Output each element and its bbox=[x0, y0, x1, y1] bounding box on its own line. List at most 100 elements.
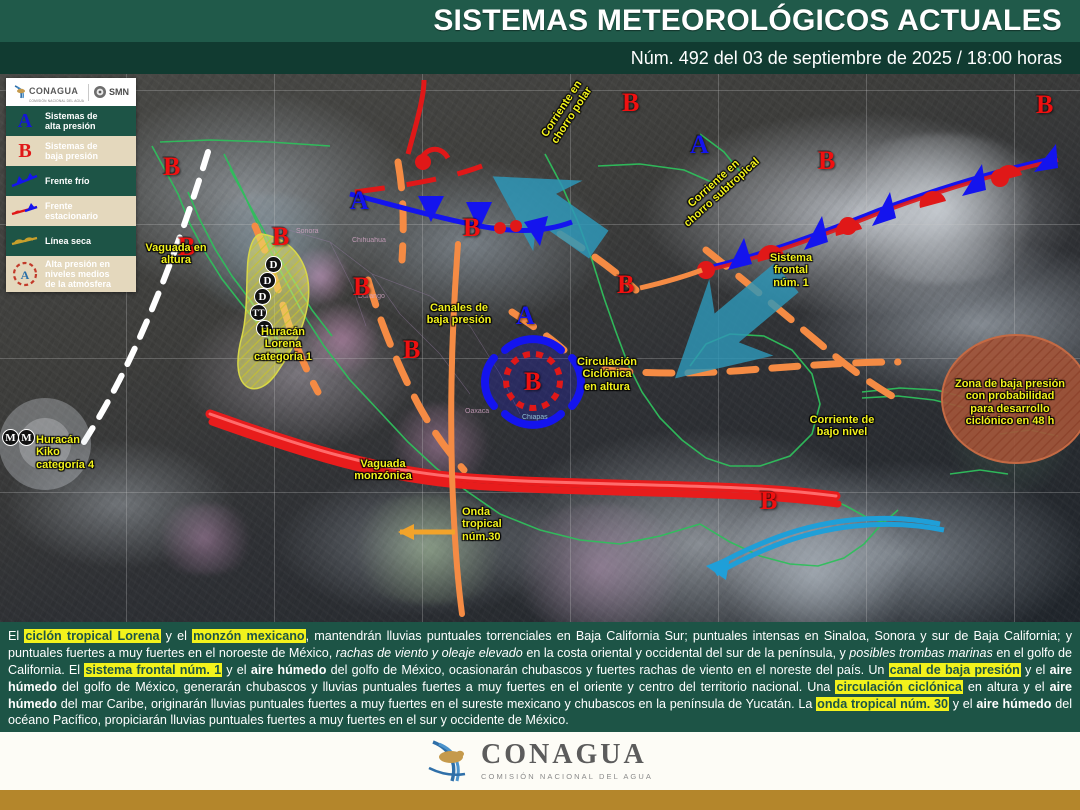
bulletin-highlight: sistema frontal núm. 1 bbox=[84, 662, 223, 677]
bulletin-text: , mantendrán lluvias puntuales torrencia… bbox=[8, 629, 1072, 660]
low-pressure-symbol: B bbox=[818, 146, 836, 175]
legend-label-high-pressure: Sistemas de alta presión bbox=[45, 110, 98, 131]
low-pressure-symbol: B bbox=[272, 222, 290, 251]
legend-label-dry-line: Línea seca bbox=[45, 235, 92, 246]
monsoon-trough-path bbox=[205, 409, 842, 508]
cloud-blob bbox=[300, 304, 385, 374]
legend-item-low-pressure[interactable]: B Sistemas de baja presión bbox=[6, 136, 136, 166]
bulletin-text: del golfo de México, generarán chubascos… bbox=[56, 679, 836, 694]
bulletin-text: y el bbox=[949, 696, 977, 711]
low-pressure-symbol: B bbox=[353, 272, 371, 301]
bulletin-highlight: onda tropical núm. 30 bbox=[816, 696, 950, 711]
legend-label-stationary-front: Frente estacionario bbox=[45, 200, 99, 221]
track-marker-depression: D bbox=[259, 272, 276, 289]
cloud-blob bbox=[340, 494, 520, 604]
tropical-wave-path bbox=[398, 241, 465, 617]
footer-accent-bar bbox=[0, 790, 1080, 810]
low-pressure-symbol: B bbox=[617, 270, 635, 299]
footer-conagua-logo: CONAGUA COMISIÓN NACIONAL DEL AGUA bbox=[427, 738, 653, 784]
dry-line-icon bbox=[10, 233, 40, 249]
smn-emblem-icon bbox=[94, 86, 107, 98]
low-pressure-symbol: B bbox=[163, 152, 181, 181]
lorena-forecast-cone bbox=[237, 233, 310, 390]
legend-divider bbox=[88, 83, 90, 101]
low-pressure-symbol: B bbox=[1036, 90, 1054, 119]
bulletin-text: El bbox=[8, 629, 25, 643]
svg-text:A: A bbox=[21, 268, 30, 282]
state-label-sonora: Sonora bbox=[296, 228, 319, 235]
legend-label-cold-front: Frente frío bbox=[45, 175, 90, 186]
legend-label-mid-level-high: Alta presión en niveles medios de la atm… bbox=[45, 259, 112, 290]
map-legend[interactable]: CONAGUA COMISIÓN NACIONAL DEL AGUA SMN bbox=[6, 78, 136, 293]
bulletin-italic: posibles trombas marinas bbox=[849, 645, 993, 660]
bulletin-highlight: canal de baja presión bbox=[888, 662, 1021, 677]
bulletin-text: en la costa oriental y occidental del su… bbox=[522, 645, 850, 660]
low-pressure-symbol: B bbox=[178, 232, 196, 261]
header-title-bar: SISTEMAS METEOROLÓGICOS ACTUALES bbox=[0, 0, 1080, 42]
track-marker-major-hurricane: M bbox=[2, 429, 19, 446]
conagua-wave-icon bbox=[14, 85, 25, 99]
cloud-blob bbox=[150, 504, 260, 574]
conagua-wordmark: CONAGUA bbox=[28, 86, 79, 96]
high-pressure-symbol: A bbox=[350, 186, 369, 215]
state-label-oaxaca: Oaxaca bbox=[465, 408, 490, 415]
legend-item-mid-level-high[interactable]: A Alta presión en niveles medios de la a… bbox=[6, 256, 136, 293]
subtropical-jet-arrow bbox=[675, 263, 799, 379]
letter-a-icon: A bbox=[10, 110, 40, 133]
bulletin-number-date: Núm. 492 del 03 de septiembre de 2025 / … bbox=[630, 47, 1062, 68]
legend-item-stationary-front[interactable]: Frente estacionario bbox=[6, 196, 136, 226]
legend-brand-bar: CONAGUA COMISIÓN NACIONAL DEL AGUA SMN bbox=[6, 78, 136, 106]
bulletin-text: en el golfo de California. El bbox=[8, 645, 1073, 677]
bulletin-text: del golfo de México, ocasionarán chubasc… bbox=[326, 662, 889, 677]
low-pressure-symbol: B bbox=[622, 88, 640, 117]
low-pressure-symbol: B bbox=[760, 486, 778, 515]
bulletin-highlight: ciclón tropical Lorena bbox=[24, 629, 161, 643]
satellite-map[interactable]: Sonora Chihuahua Durango Oaxaca Chiapas … bbox=[0, 74, 1080, 622]
bulletin-italic: rachas de viento y oleaje elevado bbox=[335, 645, 523, 660]
map-vector-overlay bbox=[0, 79, 1080, 617]
polar-jet-arrow bbox=[492, 176, 609, 259]
cloud-blob bbox=[500, 504, 700, 622]
bulletin-bold: aire húmedo bbox=[250, 662, 327, 677]
smn-wordmark: SMN bbox=[109, 87, 130, 97]
bulletin-text: y el bbox=[160, 629, 193, 643]
cyclonic-development-zone-48h bbox=[941, 334, 1080, 464]
cold-front-icon bbox=[10, 173, 40, 189]
cold-front-northwest bbox=[349, 79, 573, 246]
bulletin-text: y el bbox=[1020, 662, 1050, 677]
conagua-logo: CONAGUA COMISIÓN NACIONAL DEL AGUA bbox=[13, 81, 84, 103]
bulletin-text-panel: El ciclón tropical Lorena y el monzón me… bbox=[0, 622, 1080, 732]
legend-item-cold-front[interactable]: Frente frío bbox=[6, 166, 136, 196]
stationary-front-icon bbox=[10, 203, 40, 219]
state-label-chihuahua: Chihuahua bbox=[352, 237, 386, 244]
legend-symbol-b: B bbox=[18, 139, 32, 162]
page-title: SISTEMAS METEOROLÓGICOS ACTUALES bbox=[433, 4, 1062, 37]
footer-brand-bar: CONAGUA COMISIÓN NACIONAL DEL AGUA bbox=[0, 732, 1080, 790]
track-marker-tropical-storm: TT bbox=[250, 304, 267, 321]
track-marker-depression: D bbox=[265, 256, 282, 273]
bulletin-highlight: circulación ciclónica bbox=[835, 679, 963, 694]
legend-item-high-pressure[interactable]: A Sistemas de alta presión bbox=[6, 106, 136, 136]
header-subtitle-bar: Núm. 492 del 03 de septiembre de 2025 / … bbox=[0, 42, 1080, 74]
low-level-current-arrow bbox=[706, 515, 945, 580]
frontal-system-1 bbox=[639, 144, 1059, 291]
state-label-chiapas: Chiapas bbox=[522, 414, 548, 421]
high-pressure-symbol: A bbox=[516, 301, 535, 330]
legend-item-dry-line[interactable]: Línea seca bbox=[6, 226, 136, 256]
mid-level-high-icon: A bbox=[10, 261, 40, 287]
legend-label-low-pressure: Sistemas de baja presión bbox=[45, 140, 99, 161]
low-pressure-symbol: B bbox=[463, 213, 481, 242]
bulletin-bold: aire húmedo bbox=[8, 679, 1072, 711]
cyclonic-circulation-symbol bbox=[481, 335, 585, 429]
track-marker-major-hurricane: M bbox=[18, 429, 35, 446]
track-marker-depression: D bbox=[254, 288, 271, 305]
low-pressure-symbol: B bbox=[403, 335, 421, 364]
bulletin-highlight: monzón mexicano bbox=[192, 629, 306, 643]
dry-line-path bbox=[81, 149, 211, 445]
letter-b-icon: B bbox=[10, 140, 40, 163]
bulletin-paragraph: El ciclón tropical Lorena y el monzón me… bbox=[8, 628, 1072, 729]
state-borders bbox=[267, 223, 521, 415]
conagua-tagline: COMISIÓN NACIONAL DEL AGUA bbox=[28, 99, 85, 103]
bulletin-text: del océano Pacífico, propiciarán lluvias… bbox=[8, 696, 1072, 728]
